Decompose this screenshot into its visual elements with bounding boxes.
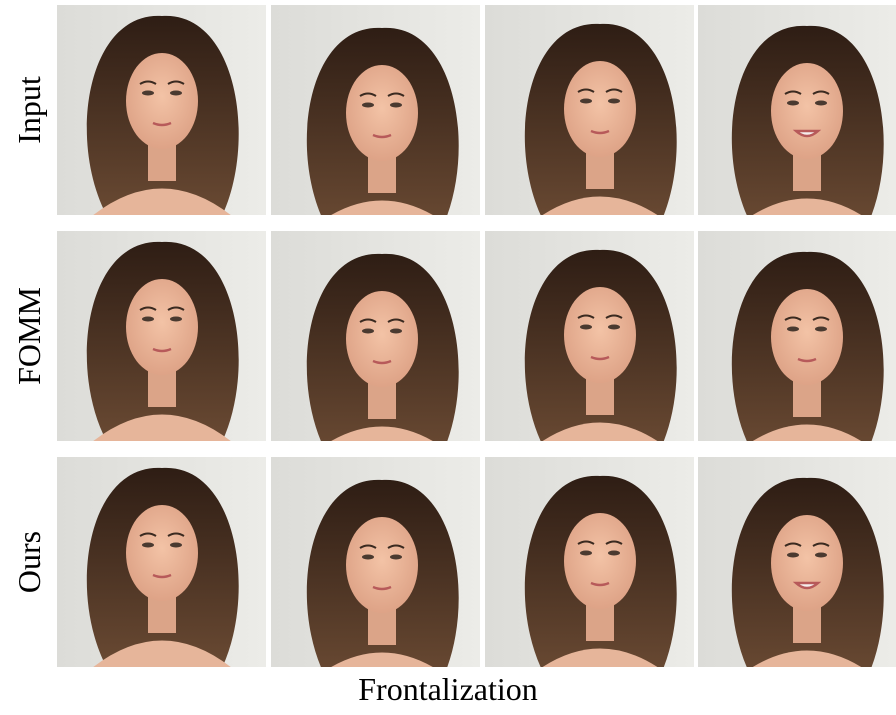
photo-content	[57, 5, 266, 216]
eye	[362, 103, 374, 108]
image-grid	[57, 5, 896, 680]
face	[771, 515, 843, 611]
face	[346, 291, 418, 387]
photo	[271, 5, 480, 228]
eye	[142, 317, 154, 322]
photo	[698, 5, 896, 226]
eye	[390, 555, 402, 560]
photo	[485, 5, 694, 224]
photo-content	[271, 231, 480, 454]
eye	[608, 551, 620, 556]
face	[564, 287, 636, 383]
eye	[580, 325, 592, 330]
eye	[787, 553, 799, 558]
eye	[580, 99, 592, 104]
eye	[390, 329, 402, 334]
photo-content	[57, 231, 266, 442]
face	[346, 517, 418, 613]
eye	[608, 325, 620, 330]
face	[564, 61, 636, 157]
photo-content	[57, 457, 266, 668]
face	[771, 289, 843, 385]
photo-content	[698, 5, 896, 226]
photo-content	[271, 457, 480, 680]
photo-content	[485, 231, 694, 450]
photo	[698, 457, 896, 678]
face	[771, 63, 843, 159]
eye	[580, 551, 592, 556]
eye	[170, 91, 182, 96]
eye	[362, 555, 374, 560]
eye	[142, 543, 154, 548]
photo	[57, 5, 266, 216]
photo	[57, 457, 266, 668]
photo	[57, 231, 266, 442]
photo	[485, 457, 694, 676]
eye	[142, 91, 154, 96]
eye	[815, 327, 827, 332]
photo-content	[485, 457, 694, 676]
photo-content	[271, 5, 480, 228]
eye	[362, 329, 374, 334]
photo-content	[698, 231, 896, 452]
row-label: Input	[11, 76, 47, 144]
row-label: FOMM	[11, 287, 47, 385]
eye	[787, 101, 799, 106]
eye	[787, 327, 799, 332]
photo-content	[485, 5, 694, 224]
photo	[271, 231, 480, 454]
face	[126, 505, 198, 601]
eye	[170, 317, 182, 322]
eye	[170, 543, 182, 548]
face	[346, 65, 418, 161]
eye	[815, 101, 827, 106]
eye	[815, 553, 827, 558]
eye	[608, 99, 620, 104]
photo	[485, 231, 694, 450]
caption: Frontalization	[358, 671, 538, 707]
face	[126, 53, 198, 149]
eye	[390, 103, 402, 108]
row-label: Ours	[11, 531, 47, 593]
face	[564, 513, 636, 609]
photo-content	[698, 457, 896, 678]
face	[126, 279, 198, 375]
photo	[271, 457, 480, 680]
figure: Frontalization Input FOMM Ours	[0, 0, 896, 715]
photo	[698, 231, 896, 452]
